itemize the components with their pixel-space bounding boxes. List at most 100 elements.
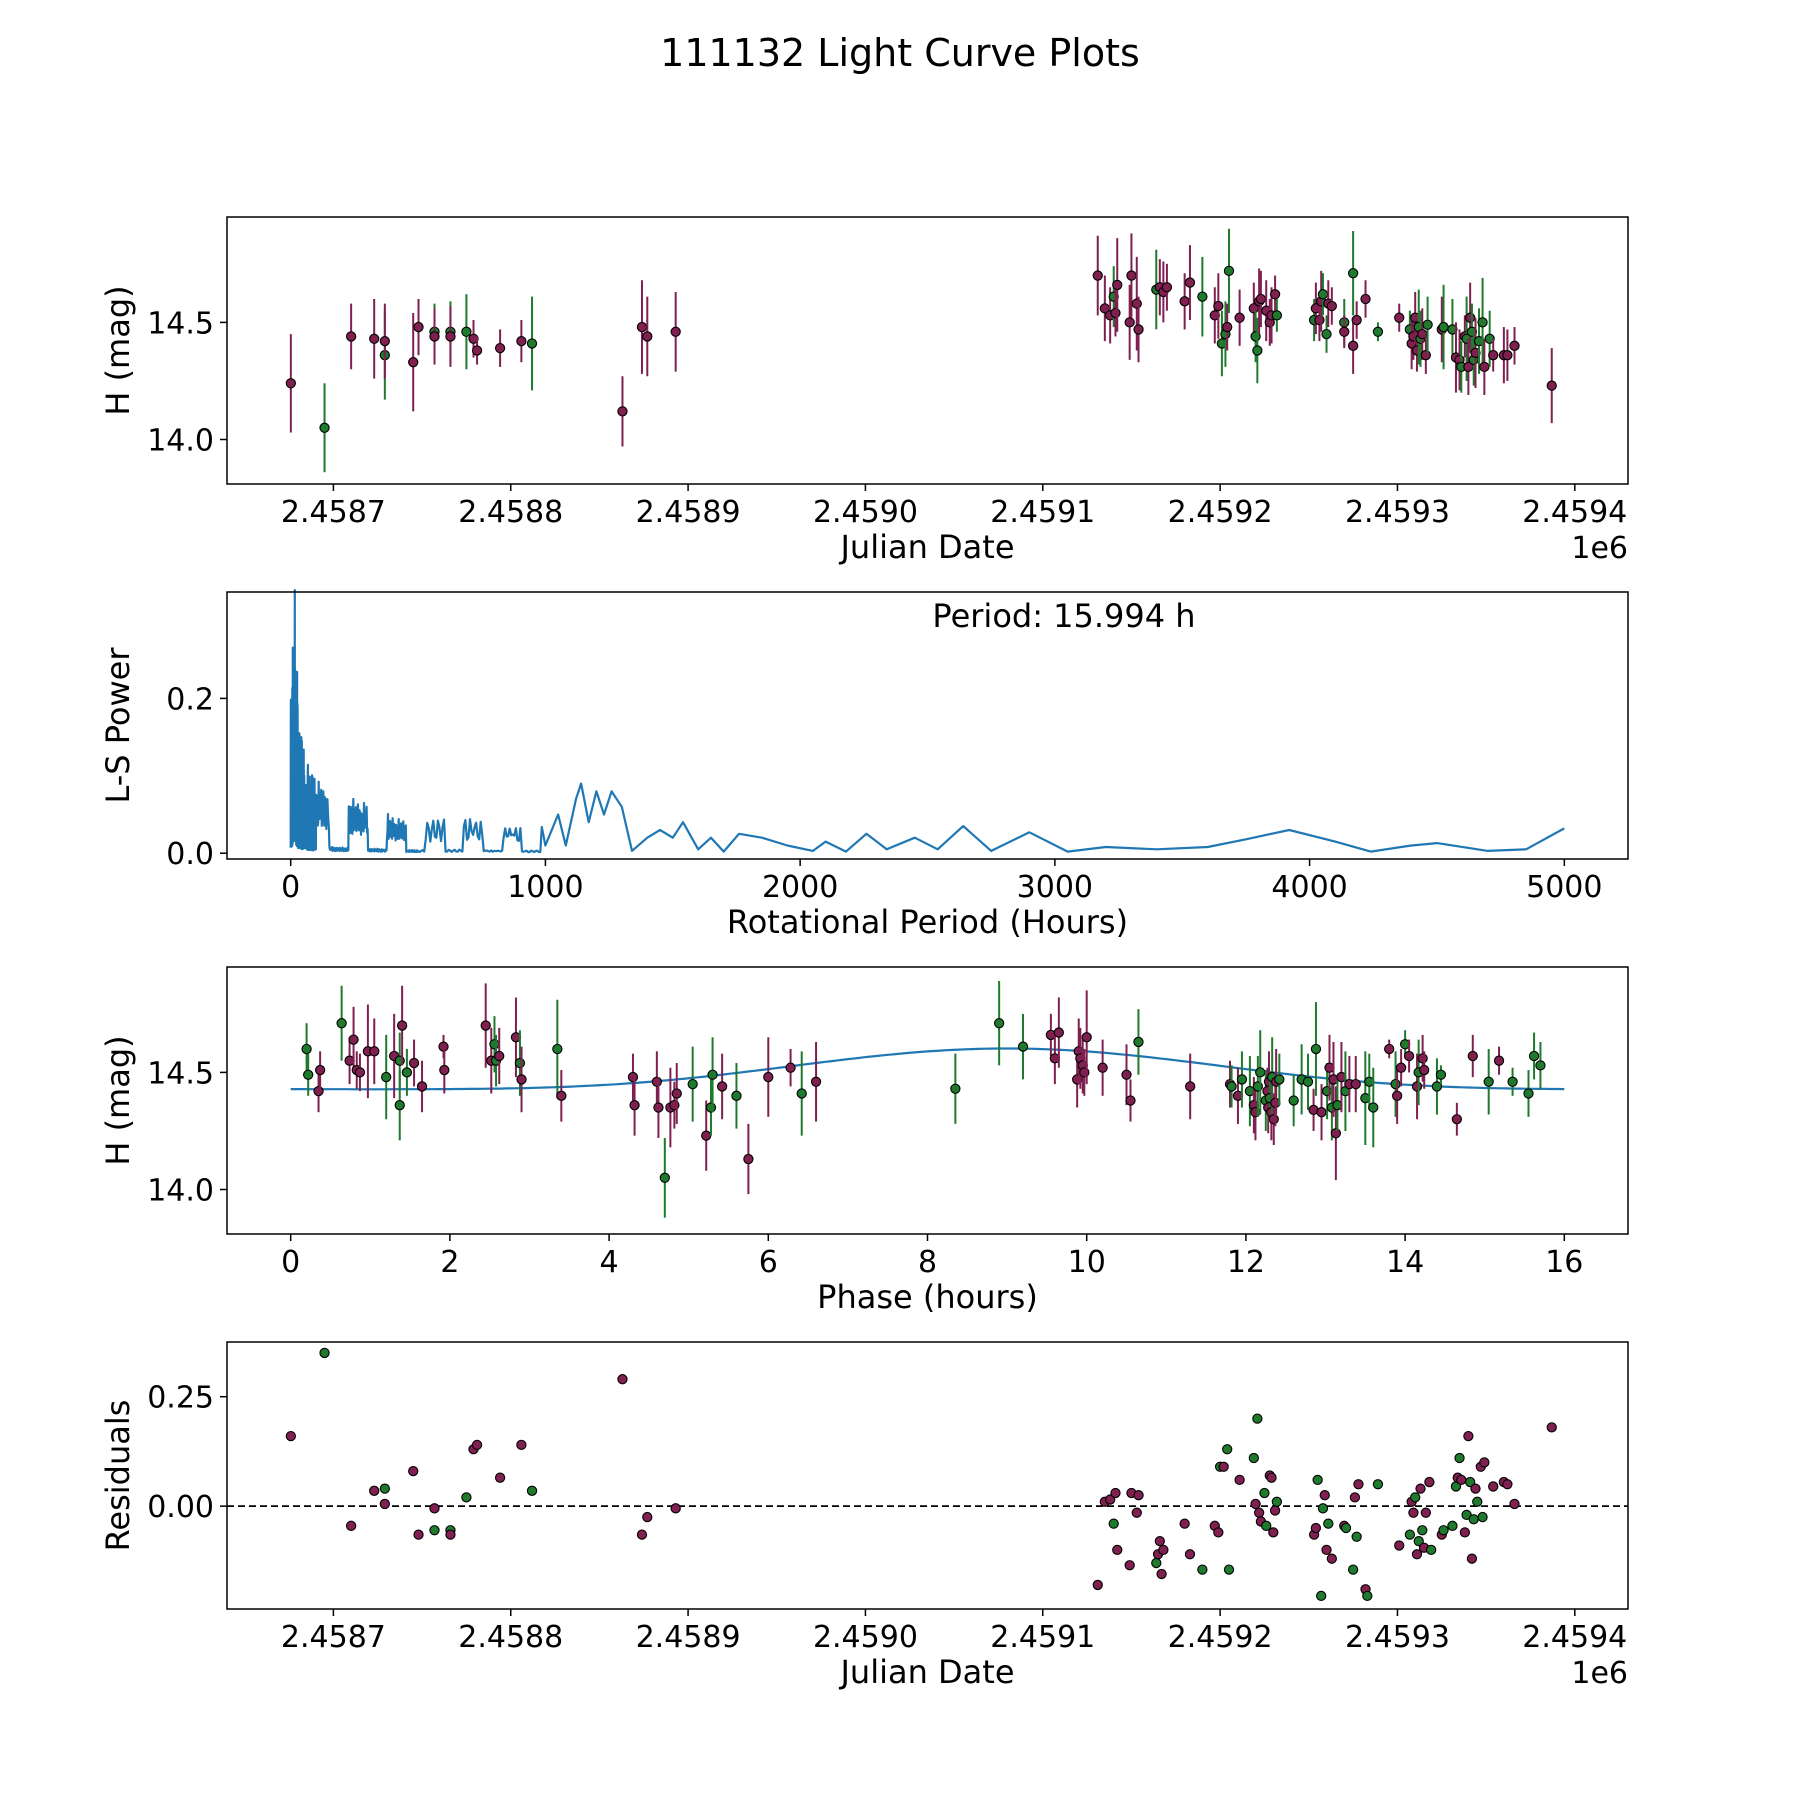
data-point — [1419, 1064, 1430, 1076]
data-point — [1403, 1050, 1415, 1062]
data-point — [1222, 321, 1233, 333]
x-tick-label: 8 — [918, 1245, 937, 1280]
data-point — [1420, 1507, 1431, 1518]
data-point — [1321, 1544, 1332, 1556]
x-tick-label: 14 — [1386, 1245, 1424, 1280]
figure-title: 111132 Light Curve Plots — [660, 31, 1140, 75]
data-point — [1316, 1107, 1327, 1118]
data-point — [707, 1069, 718, 1080]
data-point — [1124, 317, 1135, 328]
x-tick-label: 2.4590 — [813, 495, 918, 530]
x-tick-label: 2.4594 — [1522, 1620, 1627, 1655]
data-point — [1477, 317, 1488, 328]
data-point — [345, 331, 357, 342]
data-point — [1226, 1081, 1237, 1092]
data-point — [1248, 1452, 1259, 1464]
data-point — [671, 1088, 682, 1099]
data-point — [1546, 380, 1557, 391]
data-point — [1350, 1078, 1361, 1090]
data-point — [1368, 1102, 1379, 1113]
data-point — [1184, 277, 1196, 288]
data-point — [445, 331, 456, 342]
x-axis-label: Julian Date — [838, 1653, 1014, 1691]
x-tick-label: 2.4592 — [1168, 1620, 1273, 1655]
data-point — [1317, 289, 1329, 300]
data-point — [1411, 1549, 1423, 1560]
y-axis-label: H (mag) — [99, 1035, 137, 1165]
phase-folded-panel: 0 2 4 6 8 10 12 14 16 14.0 14.5 Phase (hours) H (mag… — [99, 966, 1629, 1316]
data-point — [1417, 1525, 1428, 1536]
plot-area — [227, 1347, 1628, 1602]
data-point — [439, 1064, 450, 1076]
data-point — [1502, 1479, 1513, 1490]
data-point — [1250, 1498, 1261, 1510]
data-point — [617, 1374, 628, 1385]
data-point — [1271, 1496, 1283, 1507]
data-point — [716, 1081, 728, 1092]
x-tick-label: 2.4591 — [990, 1620, 1095, 1655]
data-point — [1347, 268, 1359, 279]
data-point — [1218, 1461, 1229, 1472]
data-point — [1223, 265, 1235, 277]
periodogram-panel: Period: 15.994 h 0 1000 2000 3000 4000 5000 0.… — [99, 589, 1629, 941]
data-point — [1546, 1422, 1557, 1433]
data-point — [1209, 310, 1220, 321]
data-point — [1435, 1069, 1447, 1080]
data-point — [1362, 1590, 1373, 1602]
data-point — [369, 333, 380, 344]
data-point — [636, 1529, 648, 1540]
data-point — [1092, 1579, 1103, 1591]
data-point — [429, 1525, 440, 1536]
data-point — [494, 1472, 506, 1483]
data-point — [1185, 1081, 1196, 1092]
data-point — [1323, 1518, 1334, 1529]
data-point — [1158, 1544, 1169, 1556]
data-point — [516, 335, 527, 347]
data-point — [1234, 1474, 1245, 1486]
x-tick-label: 0 — [281, 1245, 300, 1280]
data-point — [461, 326, 472, 337]
data-point — [1472, 1496, 1483, 1507]
axes-frame — [226, 591, 1629, 860]
data-point — [1438, 321, 1449, 333]
data-point — [1477, 1511, 1488, 1523]
data-point — [1465, 312, 1476, 323]
data-point — [1269, 289, 1281, 300]
data-point — [1392, 1090, 1403, 1101]
x-tick-label: 2000 — [762, 870, 838, 905]
data-point — [627, 1071, 639, 1083]
data-point — [1507, 1076, 1518, 1087]
data-point — [445, 1529, 456, 1540]
data-point — [1447, 324, 1458, 335]
data-point — [429, 1503, 440, 1514]
data-point — [1017, 1041, 1029, 1052]
x-offset-label: 1e6 — [1571, 1656, 1628, 1691]
data-point — [345, 1520, 357, 1531]
data-point — [1347, 1564, 1359, 1575]
data-point — [1112, 279, 1123, 291]
data-point — [1259, 1487, 1270, 1499]
data-point — [1288, 1095, 1299, 1106]
y-tick-label: 14.5 — [147, 306, 214, 341]
data-point — [1321, 328, 1332, 340]
y-axis-label: L-S Power — [99, 647, 137, 804]
data-point — [1424, 1476, 1435, 1488]
data-point — [1488, 350, 1499, 361]
data-point — [471, 1439, 483, 1451]
y-tick-label: 0.2 — [166, 682, 214, 717]
data-point — [526, 1485, 538, 1496]
data-point — [1161, 282, 1173, 293]
data-point — [1124, 1560, 1135, 1571]
data-point — [1252, 345, 1263, 356]
periodogram-line — [289, 589, 1565, 854]
data-point — [1234, 312, 1245, 323]
x-tick-label: 4000 — [1271, 870, 1347, 905]
data-point — [743, 1153, 754, 1165]
x-tick-label: 2.4589 — [636, 495, 741, 530]
data-point — [379, 335, 390, 347]
y-tick-label: 0.25 — [147, 1381, 214, 1416]
data-point — [408, 1057, 420, 1069]
data-point — [1415, 1483, 1426, 1494]
y-tick-label: 0.0 — [166, 837, 214, 872]
data-point — [636, 321, 648, 333]
